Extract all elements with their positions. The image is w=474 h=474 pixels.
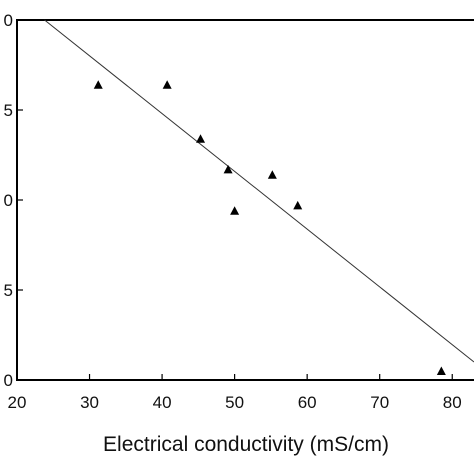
data-point <box>93 80 103 89</box>
fit-line-layer <box>44 19 474 363</box>
x-tick-label: 20 <box>8 393 27 412</box>
data-point <box>162 80 172 89</box>
data-point <box>230 206 240 215</box>
x-axis-ticks: 20 30 40 50 60 70 80 <box>8 374 462 412</box>
x-axis-title: Electrical conductivity (mS/cm) <box>103 433 389 456</box>
plot-area <box>16 19 474 381</box>
data-points <box>93 80 446 375</box>
data-point <box>196 134 206 143</box>
data-point <box>267 170 277 179</box>
x-tick-label: 60 <box>298 393 317 412</box>
y-tick-label: 5 <box>4 101 13 120</box>
x-tick-label: 50 <box>225 393 244 412</box>
y-tick-label: 0 <box>4 11 13 30</box>
x-tick-label: 80 <box>443 393 462 412</box>
y-tick-label: 0 <box>4 191 13 210</box>
x-tick-label: 40 <box>153 393 172 412</box>
plot-frame <box>16 19 474 381</box>
y-tick-label: 0 <box>4 371 13 390</box>
x-tick-label: 30 <box>80 393 99 412</box>
x-tick-label: 70 <box>370 393 389 412</box>
data-point <box>436 366 446 375</box>
fit-line <box>44 19 474 363</box>
y-axis-ticks: 0 5 0 5 0 <box>4 11 23 390</box>
y-tick-label: 5 <box>4 281 13 300</box>
data-point <box>223 164 233 174</box>
data-point <box>293 200 303 210</box>
